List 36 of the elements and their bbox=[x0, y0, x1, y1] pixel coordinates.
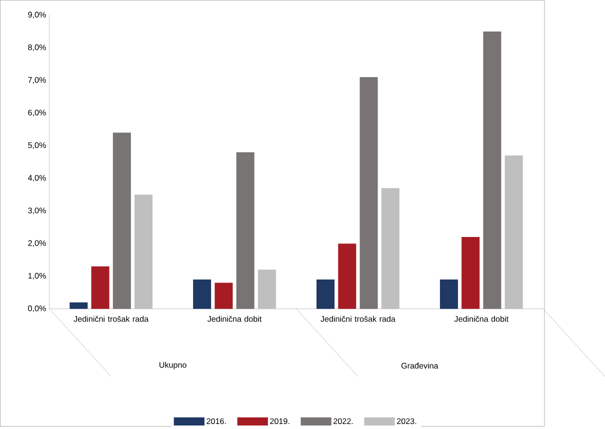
y-tick-label: 7,0% bbox=[28, 77, 46, 84]
bar bbox=[483, 31, 502, 309]
y-tick-label: 9,0% bbox=[28, 12, 46, 18]
y-tick-label: 5,0% bbox=[28, 142, 46, 150]
y-tick-label: 2,0% bbox=[28, 240, 46, 247]
y-tick-label: 0,0% bbox=[28, 306, 46, 312]
bar bbox=[338, 244, 356, 309]
bar bbox=[381, 188, 400, 309]
bar bbox=[91, 266, 110, 309]
legend-label: 2019. bbox=[270, 418, 290, 424]
bar bbox=[258, 270, 276, 309]
bar bbox=[214, 282, 233, 309]
x-tick-label: Jedinični trošak rada bbox=[320, 316, 396, 322]
y-tick-label: 3,0% bbox=[28, 208, 46, 214]
bar bbox=[112, 132, 131, 309]
bar bbox=[440, 280, 458, 309]
bar bbox=[316, 280, 335, 309]
text: Ukupno bbox=[160, 362, 186, 370]
y-tick-label: 6,0% bbox=[28, 110, 46, 116]
legend-label: 2023. bbox=[397, 418, 416, 424]
bar bbox=[70, 302, 88, 309]
y-tick-label: 4,0% bbox=[28, 175, 46, 182]
x-tick-label: Jedinični trošak rada bbox=[74, 316, 149, 322]
x-tick-label: Jedinična dobit bbox=[207, 316, 262, 322]
legend-label: 2016. bbox=[206, 418, 226, 424]
bar bbox=[504, 155, 523, 309]
bar bbox=[134, 194, 153, 309]
text: Građevina bbox=[401, 362, 438, 369]
legend-label: 2022. bbox=[334, 418, 353, 424]
bar bbox=[193, 280, 212, 309]
y-tick-label: 1,0% bbox=[28, 272, 46, 280]
bar bbox=[360, 77, 378, 309]
bar bbox=[236, 152, 254, 309]
bar bbox=[462, 237, 480, 309]
y-tick-label: 8,0% bbox=[28, 44, 46, 52]
x-tick-label: Jedinična dobit bbox=[454, 316, 508, 322]
